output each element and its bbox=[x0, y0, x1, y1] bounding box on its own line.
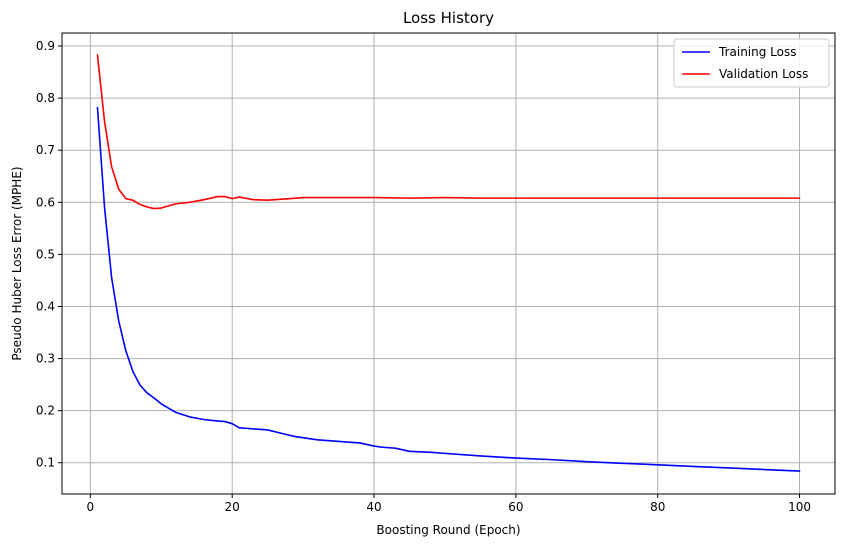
x-tick-label: 60 bbox=[508, 500, 523, 514]
y-axis-label: Pseudo Huber Loss Error (MPHE) bbox=[10, 166, 24, 360]
x-tick-label: 100 bbox=[788, 500, 811, 514]
y-tick-label: 0.4 bbox=[36, 299, 55, 313]
training-loss-line bbox=[96, 106, 801, 472]
x-axis: 0 20 40 60 80 100 bbox=[87, 494, 811, 514]
series-layer bbox=[96, 54, 801, 472]
y-axis: 0.1 0.2 0.3 0.4 0.5 0.6 0.7 0.8 0.9 bbox=[36, 39, 62, 470]
x-tick-label: 0 bbox=[87, 500, 95, 514]
gridlines bbox=[62, 33, 835, 494]
y-tick-label: 0.2 bbox=[36, 404, 55, 418]
training-loss-legend-label: Training Loss bbox=[718, 45, 796, 59]
validation-loss-line bbox=[96, 54, 801, 210]
y-tick-label: 0.1 bbox=[36, 456, 55, 470]
y-tick-label: 0.7 bbox=[36, 143, 55, 157]
x-tick-label: 40 bbox=[366, 500, 381, 514]
x-tick-label: 20 bbox=[225, 500, 240, 514]
y-tick-label: 0.5 bbox=[36, 247, 55, 261]
chart-title: Loss History bbox=[403, 9, 494, 27]
plot-frame bbox=[61, 32, 836, 495]
legend: Training Loss Validation Loss bbox=[673, 38, 830, 88]
validation-loss-legend-label: Validation Loss bbox=[719, 67, 808, 81]
y-tick-label: 0.8 bbox=[36, 91, 55, 105]
x-axis-label: Boosting Round (Epoch) bbox=[376, 523, 520, 537]
y-tick-label: 0.3 bbox=[36, 352, 55, 366]
y-tick-label: 0.6 bbox=[36, 195, 55, 209]
legend-box bbox=[673, 38, 830, 88]
y-tick-label: 0.9 bbox=[36, 39, 55, 53]
x-tick-label: 80 bbox=[650, 500, 665, 514]
